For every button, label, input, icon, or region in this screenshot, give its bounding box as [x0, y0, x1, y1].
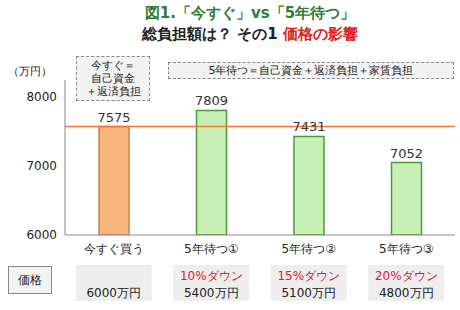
- svg-text:15%ダウン: 15%ダウン: [277, 269, 340, 283]
- svg-text:4800万円: 4800万円: [379, 286, 434, 300]
- svg-text:5年待つ③: 5年待つ③: [379, 242, 433, 256]
- html-text:＋返済負担: ＋返済負担: [85, 85, 141, 98]
- svg-text:5年待つ②: 5年待つ②: [282, 242, 336, 256]
- html-text:価格: 価格: [18, 273, 42, 287]
- svg-text:7000: 7000: [26, 159, 57, 173]
- svg-text:6000万円: 6000万円: [86, 286, 141, 300]
- svg-text:7809: 7809: [195, 93, 228, 108]
- svg-text:7575: 7575: [97, 110, 130, 125]
- svg-text:7052: 7052: [390, 146, 423, 161]
- html-text:総負担額は？ その1 価格の影響: 総負担額は？ その1 価格の影響: [142, 25, 358, 43]
- svg-text:5100万円: 5100万円: [281, 286, 336, 300]
- svg-text:6000: 6000: [26, 228, 57, 242]
- svg-text:8000: 8000: [26, 90, 57, 104]
- svg-text:7431: 7431: [292, 119, 325, 134]
- html-text:自己資金: 自己資金: [91, 72, 135, 85]
- svg-text:20%ダウン: 20%ダウン: [375, 269, 438, 283]
- html-text:（万円）: （万円）: [8, 65, 52, 78]
- svg-text:今すぐ買う: 今すぐ買う: [84, 242, 144, 256]
- svg-text:10%ダウン: 10%ダウン: [180, 269, 243, 283]
- html-text:図1.「今すぐ」vs「5年待つ」: 図1.「今すぐ」vs「5年待つ」: [144, 4, 356, 22]
- svg-text:5400万円: 5400万円: [184, 286, 239, 300]
- svg-text:5年待つ①: 5年待つ①: [184, 242, 238, 256]
- html-text:5年待つ＝自己資金＋返済負担＋家賃負担: 5年待つ＝自己資金＋返済負担＋家賃負担: [208, 64, 414, 77]
- html-text:今すぐ＝: 今すぐ＝: [91, 59, 135, 72]
